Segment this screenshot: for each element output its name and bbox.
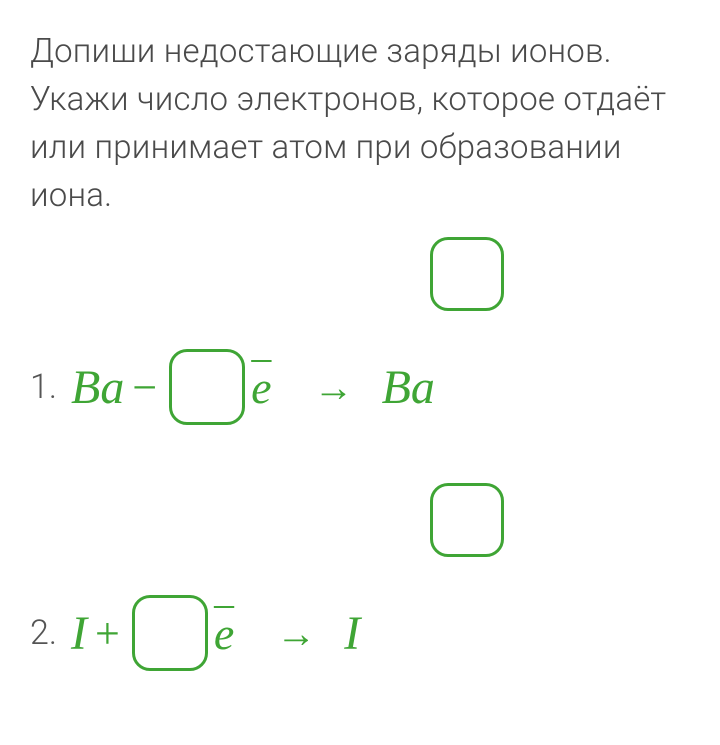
electron-symbol-2: e (214, 607, 234, 660)
arrow-2: → (276, 610, 316, 657)
coefficient-input-2[interactable] (132, 595, 208, 671)
arrow-1: → (314, 364, 354, 411)
lhs-symbol-1: Ba (71, 360, 124, 415)
operator-2: + (95, 608, 120, 659)
charge-input-1[interactable] (430, 237, 504, 311)
problem-2: 2. I + e → I (30, 595, 690, 671)
problem-1: 1. Ba − e → Ba (30, 349, 690, 425)
problem-index-1: 1. (30, 367, 57, 407)
operator-1: − (132, 362, 157, 413)
rhs-symbol-1: Ba (382, 360, 435, 415)
problem-index-2: 2. (30, 613, 57, 653)
coefficient-input-1[interactable] (169, 349, 245, 425)
rhs-symbol-2: I (344, 606, 360, 661)
equation-row-1: 1. Ba − e → Ba (30, 349, 690, 425)
task-prompt: Допиши недостающие заряды ионов. Укажи ч… (30, 28, 690, 219)
equation-row-2: 2. I + e → I (30, 595, 690, 671)
lhs-symbol-2: I (71, 606, 87, 661)
electron-symbol-1: e (251, 361, 271, 414)
charge-input-2[interactable] (430, 483, 504, 557)
